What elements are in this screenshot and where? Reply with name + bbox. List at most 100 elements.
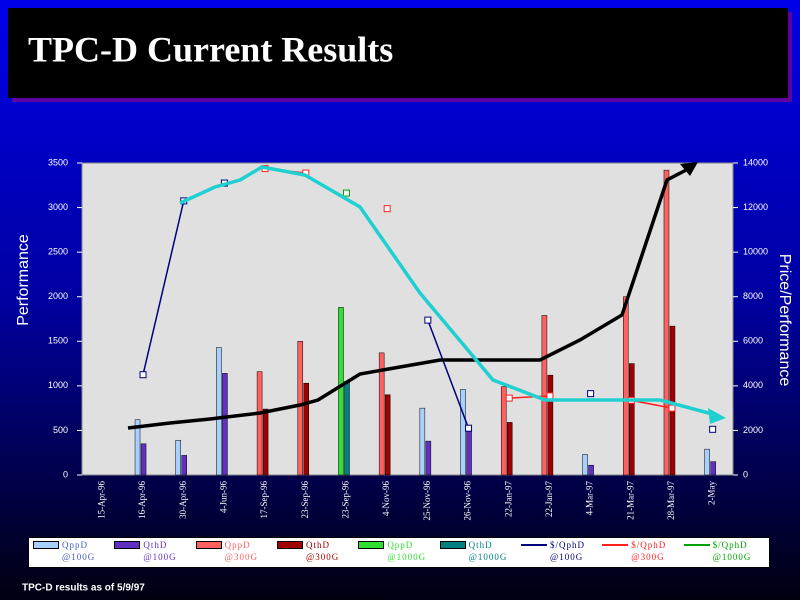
trend-arrow	[127, 166, 691, 430]
legend-swatch	[114, 541, 141, 549]
title: TPC-D Current Results	[28, 29, 393, 69]
x-tick-label: 22-Jan-97	[503, 481, 513, 517]
y-tick-label: 500	[53, 425, 68, 435]
footnote: TPC-D results as of 5/9/97	[22, 583, 145, 594]
y-tick-label: 1000	[48, 380, 68, 390]
x-tick-label: 22-Jan-97	[544, 481, 554, 517]
series-line	[509, 395, 550, 399]
legend-label: QppD @300G	[224, 540, 258, 562]
legend-item: $/QphD @300G	[602, 539, 683, 566]
legend-item: QthD @300G	[276, 539, 358, 566]
bar	[588, 464, 594, 476]
bar	[297, 341, 304, 476]
bar	[460, 389, 466, 476]
legend-item: QppD @1000G	[358, 539, 439, 566]
bar	[344, 381, 350, 476]
bar	[704, 448, 710, 476]
x-tick-label: 2-May	[707, 481, 717, 505]
bar	[547, 374, 554, 476]
bar	[378, 352, 385, 476]
bar	[222, 373, 228, 476]
legend-label: QthD @100G	[143, 540, 177, 562]
marker	[139, 371, 147, 379]
bar	[500, 386, 507, 476]
plot-area	[81, 162, 734, 476]
marker	[383, 205, 391, 213]
marker	[546, 392, 554, 400]
x-tick-label: 25-Nov-96	[422, 481, 432, 521]
bar	[419, 407, 426, 476]
legend-swatch	[439, 541, 466, 549]
y-tick-label: 1500	[48, 336, 68, 346]
legend-label: QthD @300G	[305, 540, 340, 562]
marker	[465, 424, 473, 432]
x-tick-label: 4-Jun-96	[218, 481, 228, 513]
x-tick-label: 21-Mar-97	[625, 481, 635, 520]
y2-tick-label: 10000	[743, 247, 768, 257]
bar	[303, 382, 310, 476]
x-tick-label: 16-Apr-96	[137, 481, 147, 519]
bar	[669, 325, 676, 476]
y2-tick-label: 8000	[743, 291, 763, 301]
bar	[384, 394, 391, 476]
marker	[505, 394, 513, 402]
y-tick-label: 3000	[48, 202, 68, 212]
marker	[709, 425, 717, 433]
legend-swatch	[520, 541, 547, 549]
marker	[342, 189, 350, 197]
y2-tick-label: 6000	[743, 336, 763, 346]
legend-item: QthD @1000G	[439, 539, 521, 566]
legend-item: QppD @300G	[195, 539, 277, 566]
y2-tick-label: 14000	[743, 157, 768, 167]
x-tick-label: 28-Mar-97	[666, 481, 676, 520]
legend-item: QppD @100G	[33, 539, 114, 566]
x-tick-label: 17-Sep-96	[259, 481, 269, 519]
legend-swatch	[683, 541, 710, 549]
y-tick-label: 2500	[48, 247, 68, 257]
legend-item: $/QphD @1000G	[683, 539, 765, 566]
marker	[424, 316, 432, 324]
marker	[668, 404, 676, 412]
bar	[710, 461, 716, 476]
legend-swatch	[358, 541, 385, 549]
y-tick-label: 3500	[48, 157, 68, 167]
y-tick-label: 2000	[48, 291, 68, 301]
title-box	[8, 8, 788, 98]
legend-swatch	[602, 541, 629, 549]
arrow-head	[708, 408, 726, 424]
bar	[256, 371, 263, 476]
legend-swatch	[195, 541, 222, 549]
legend: QppD @100G QthD @100G QppD @300G QthD @300G…	[28, 537, 770, 568]
bar	[541, 315, 548, 476]
bar	[262, 408, 269, 476]
legend-label: QppD @1000G	[387, 540, 427, 562]
series-line	[427, 319, 470, 429]
y2-tick-label: 0	[743, 469, 748, 479]
bar	[175, 439, 181, 476]
legend-swatch	[276, 541, 303, 549]
y-tick-label: 0	[63, 469, 68, 479]
x-tick-label: 15-Apr-96	[96, 481, 106, 519]
y2-tick-label: 4000	[743, 380, 763, 390]
y2-tick-label: 2000	[743, 425, 763, 435]
bar	[181, 455, 187, 476]
bar	[425, 440, 432, 476]
x-tick-label: 4-Nov-96	[381, 481, 391, 516]
legend-label: $/QphD @1000G	[712, 540, 752, 562]
legend-item: QthD @100G	[114, 539, 195, 566]
legend-item: $/QphD @100G	[520, 539, 602, 566]
y2-axis-label: Price/Performance	[776, 254, 793, 387]
x-tick-label: 23-Sep-96	[300, 481, 310, 519]
bar	[629, 363, 635, 476]
bar	[582, 454, 588, 476]
y2-tick-label: 12000	[743, 202, 768, 212]
marker	[587, 390, 595, 398]
bar	[506, 422, 513, 476]
x-tick-label: 23-Sep-96	[341, 481, 351, 519]
legend-label: QthD @1000G	[468, 540, 508, 562]
bar	[338, 307, 344, 476]
arrow-head	[680, 162, 698, 176]
x-tick-label: 26-Nov-96	[463, 481, 473, 521]
